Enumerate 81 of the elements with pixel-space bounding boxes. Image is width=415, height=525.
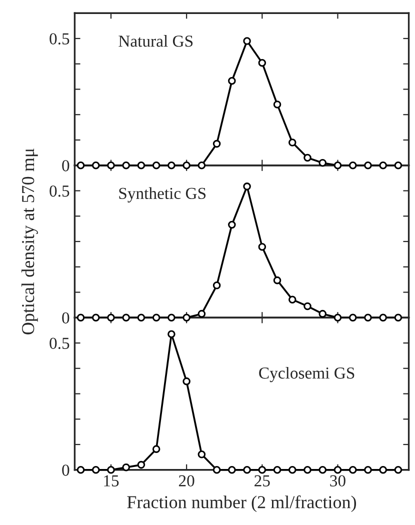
point [168, 314, 176, 322]
point [122, 463, 130, 472]
point [304, 302, 312, 310]
point [168, 330, 176, 338]
point [92, 314, 100, 322]
x-tick-label: 20 [178, 475, 194, 486]
point [137, 460, 146, 469]
point [394, 314, 402, 322]
point [228, 76, 236, 85]
point [394, 161, 402, 170]
point [334, 161, 342, 170]
x-tick-label: 30 [330, 475, 346, 486]
point [258, 58, 266, 67]
point [198, 310, 206, 318]
point [168, 161, 176, 170]
point [273, 100, 282, 108]
point [107, 466, 115, 474]
point [318, 158, 326, 167]
point [152, 314, 160, 322]
point [318, 310, 326, 318]
y-tick-label: 0.5 [50, 338, 70, 350]
annotation: Natural GS [118, 35, 193, 47]
point [76, 161, 85, 170]
point [76, 314, 85, 322]
point [137, 314, 146, 322]
y-tick-label: 0 [62, 160, 70, 172]
point [198, 161, 206, 170]
point [304, 154, 312, 162]
point [182, 314, 190, 322]
point [273, 466, 282, 474]
point [243, 182, 251, 190]
point [92, 466, 100, 474]
point [258, 466, 266, 474]
point [364, 314, 372, 322]
point [288, 138, 296, 146]
point [122, 314, 130, 322]
point [182, 377, 190, 386]
point [258, 242, 266, 251]
y-tick-label: 0 [62, 312, 70, 324]
point [273, 276, 282, 284]
x-tick-label: 15 [104, 475, 119, 486]
point [212, 282, 221, 290]
point [243, 466, 251, 474]
point [364, 161, 372, 170]
annotation: Cyclosemi GS [259, 366, 354, 382]
point [288, 296, 296, 304]
y-tick-label: 0.5 [50, 33, 70, 45]
point [228, 220, 236, 229]
point [348, 161, 357, 170]
x-tick-label: 25 [254, 475, 270, 486]
point [198, 450, 206, 458]
point [182, 161, 190, 170]
point [288, 466, 296, 474]
y-axis-title: Optical density at 570 mμ [21, 148, 38, 334]
point [379, 466, 387, 474]
annotation: Synthetic GS [119, 187, 206, 202]
point [76, 466, 85, 474]
point [92, 161, 100, 170]
point [212, 140, 221, 148]
point [228, 466, 236, 474]
point [318, 466, 326, 474]
point [394, 466, 402, 474]
point [107, 314, 115, 322]
point [152, 161, 160, 170]
y-tick-label: 0.5 [50, 185, 70, 197]
point [137, 161, 146, 170]
point [334, 314, 342, 322]
point [243, 37, 251, 45]
point [348, 314, 357, 322]
point [379, 314, 387, 322]
point [364, 466, 372, 474]
point [212, 466, 221, 474]
point [379, 161, 387, 170]
point [122, 161, 130, 170]
x-axis-title: Fraction number (2 ml/fraction) [127, 495, 356, 512]
point [304, 466, 312, 474]
point [348, 466, 357, 474]
point [334, 466, 342, 474]
y-tick-label: 0 [62, 464, 70, 476]
point [107, 161, 115, 170]
point [152, 445, 160, 453]
